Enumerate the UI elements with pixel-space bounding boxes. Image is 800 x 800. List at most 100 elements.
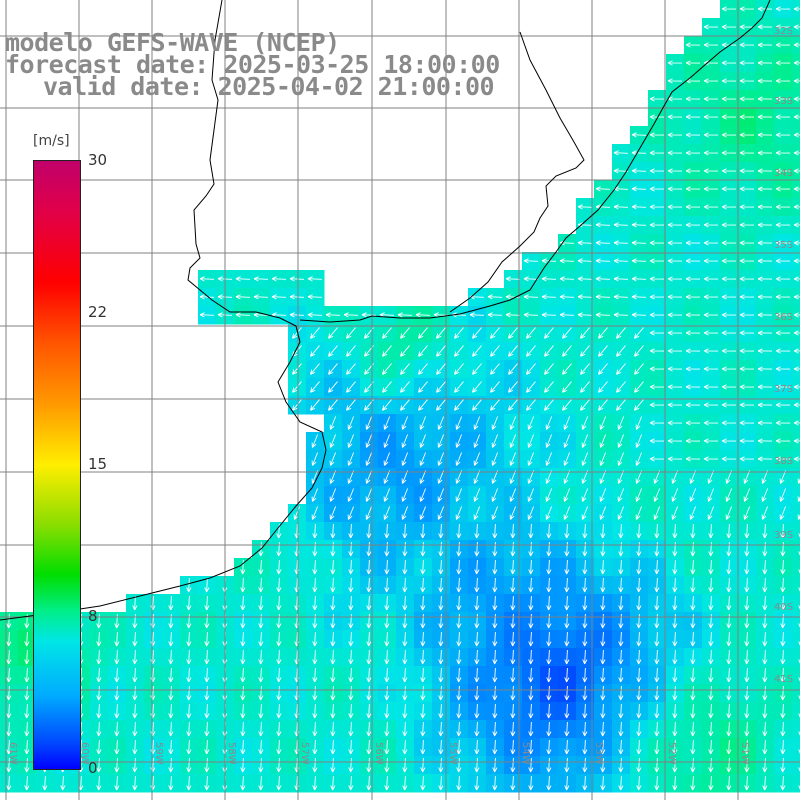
wind-arrow [420,739,426,755]
wind-arrow [598,345,608,357]
wind-arrow [472,327,482,339]
wind-arrow [328,381,338,393]
wind-arrow [617,452,625,466]
wind-arrow [330,523,336,539]
wind-arrow [672,721,678,737]
wind-arrow [703,42,719,48]
wind-arrow [276,541,282,557]
wind-arrow [617,488,625,502]
wind-arrow [703,24,719,30]
wind-arrow [527,416,535,430]
wind-arrow [420,667,426,683]
wind-arrow [258,595,264,611]
wind-arrow [505,276,521,282]
wind-arrow [348,703,354,719]
wind-arrow [307,312,323,318]
wind-arrow [562,327,572,339]
wind-arrow [654,613,660,629]
wind-arrow [690,631,696,647]
wind-arrow [240,703,246,719]
wind-arrow [685,240,701,246]
wind-arrow [383,416,391,430]
wind-arrow [258,703,264,719]
wind-arrow [577,204,593,210]
wind-arrow [743,488,751,502]
wind-arrow [599,506,607,520]
wind-arrow [703,150,719,156]
wind-arrow [559,294,575,300]
wind-arrow [415,312,431,318]
wind-arrow [96,757,102,773]
wind-arrow [667,114,683,120]
wind-arrow [775,240,791,246]
wind-arrow [420,577,426,593]
wind-arrow [307,294,323,300]
wind-arrow [456,721,462,737]
lat-label: 32S [774,26,794,37]
wind-arrow [240,757,246,773]
wind-arrow [510,631,516,647]
wind-arrow [199,312,215,318]
wind-arrow [744,613,750,629]
wind-arrow [419,488,427,502]
wind-arrow [598,363,608,375]
wind-arrow [329,488,337,502]
wind-arrow [708,703,714,719]
wind-arrow [636,721,642,737]
wind-arrow [775,150,791,156]
wind-arrow [528,541,534,557]
wind-arrow [348,559,354,575]
wind-arrow [24,649,30,665]
wind-arrow [528,559,534,575]
wind-arrow [509,416,517,430]
wind-arrow [721,330,737,336]
wind-arrow [383,488,391,502]
wind-arrow [613,240,629,246]
wind-arrow [703,402,719,408]
wind-arrow [487,312,503,318]
wind-arrow [437,452,445,466]
wind-arrow [582,541,588,557]
wind-arrow [330,559,336,575]
colorbar-tick: 15 [88,455,108,473]
wind-arrow [685,348,701,354]
wind-arrow [383,434,391,448]
lon-label: 61W [7,742,18,765]
wind-arrow [564,667,570,683]
wind-arrow [780,703,786,719]
wind-arrow [310,345,320,357]
wind-arrow [762,685,768,701]
wind-arrow [490,345,500,357]
wind-arrow [762,523,768,539]
wind-arrow [775,96,791,102]
wind-arrow [757,42,773,48]
wind-arrow [240,595,246,611]
wind-arrow [24,703,30,719]
wind-arrow [564,721,570,737]
wind-arrow [564,739,570,755]
wind-arrow [685,168,701,174]
wind-arrow [523,312,539,318]
wind-arrow [793,456,800,462]
wind-arrow [382,345,392,357]
wind-arrow [654,649,660,665]
wind-arrow [6,703,12,719]
wind-arrow [577,312,593,318]
wind-arrow [24,775,30,791]
wind-arrow [456,577,462,593]
wind-arrow [473,434,481,448]
wind-arrow [347,506,355,520]
wind-arrow [793,78,800,84]
wind-arrow [634,399,644,411]
wind-arrow [617,470,625,484]
wind-arrow [289,276,305,282]
wind-arrow [510,541,516,557]
valid-date: valid date: 2025-04-02 21:00:00 [43,72,495,101]
wind-arrow [365,506,373,520]
wind-arrow [492,613,498,629]
wind-arrow [329,470,337,484]
wind-arrow [739,240,755,246]
wind-speed-cell [792,630,800,649]
wind-arrow [456,595,462,611]
wind-arrow [618,685,624,701]
